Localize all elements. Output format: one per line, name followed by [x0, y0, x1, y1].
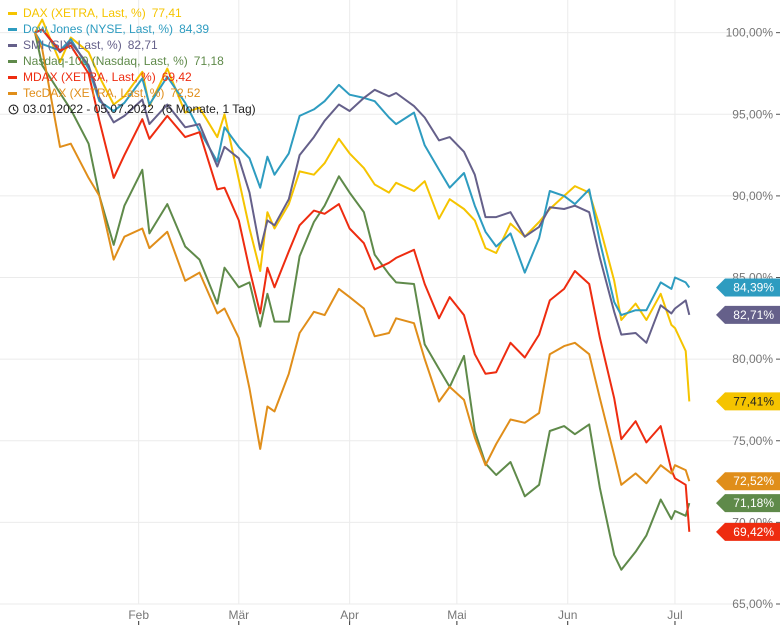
end-tag-label: 69,42% [733, 525, 774, 539]
end-tag-shape [716, 305, 780, 324]
legend-label: TecDAX (XETRA, Last, %) [23, 86, 165, 100]
end-tag-shape [716, 494, 780, 513]
legend-item-dow[interactable]: Dow Jones (NYSE, Last, %) 84,39 [8, 21, 256, 37]
legend-item-tecdax[interactable]: TecDAX (XETRA, Last, %) 72,52 [8, 85, 256, 101]
end-value-tags: 84,39% 82,71% 77,41% 72,52% 71,18% 69,42% [716, 278, 780, 541]
legend-swatch [8, 91, 17, 95]
x-axis: Feb Mär Apr Mai Jun Jul [128, 608, 683, 625]
y-tick-label: 90,00% [732, 189, 773, 203]
end-tag-label: 72,52% [733, 474, 774, 488]
end-tag-smi: 82,71% [716, 305, 780, 324]
end-tag-shape [716, 278, 780, 297]
legend-value: 72,52 [170, 86, 201, 100]
y-axis: 100,00%95,00%90,00%85,00%80,00%75,00%70,… [726, 26, 780, 611]
legend-swatch [8, 27, 17, 31]
legend-item-mdax[interactable]: MDAX (XETRA, Last, %) 69,42 [8, 69, 256, 85]
legend-swatch [8, 75, 17, 79]
end-tag-shape [716, 522, 780, 541]
x-tick-label: Mai [447, 608, 466, 622]
legend-label: SMI (SIX, Last, %) [23, 38, 122, 52]
chart-legend: DAX (XETRA, Last, %) 77,41 Dow Jones (NYSE… [8, 5, 256, 117]
chart-series-lines [34, 18, 691, 571]
y-tick-label: 95,00% [732, 107, 773, 121]
legend-swatch [8, 59, 17, 63]
end-tag-label: 71,18% [733, 496, 774, 510]
series-line-smi[interactable] [34, 28, 691, 344]
series-line-nasdaq-100[interactable] [34, 32, 691, 571]
y-tick-label: 65,00% [732, 597, 773, 611]
series-line-mdax[interactable] [34, 28, 691, 532]
legend-label: DAX (XETRA, Last, %) [23, 6, 146, 20]
legend-item-dax[interactable]: DAX (XETRA, Last, %) 77,41 [8, 5, 256, 21]
x-tick-label: Mär [228, 608, 249, 622]
legend-value: 77,41 [151, 6, 182, 20]
end-tag-label: 84,39% [733, 280, 774, 294]
legend-swatch [8, 11, 17, 15]
end-tag-mdax: 69,42% [716, 522, 780, 541]
end-tag-dow: 84,39% [716, 278, 780, 297]
end-tag-label: 82,71% [733, 308, 774, 322]
legend-label: Dow Jones (NYSE, Last, %) [23, 22, 174, 36]
y-tick-label: 80,00% [732, 352, 773, 366]
y-tick-label: 75,00% [732, 434, 773, 448]
end-tag-shape [716, 472, 780, 491]
end-tag-shape [716, 392, 780, 411]
y-tick-label: 100,00% [726, 26, 774, 40]
legend-value: 82,71 [127, 38, 158, 52]
chart-grid [0, 0, 772, 605]
clock-icon [8, 104, 19, 114]
legend-item-smi[interactable]: SMI (SIX, Last, %) 82,71 [8, 37, 256, 53]
legend-swatch [8, 43, 17, 47]
legend-label: MDAX (XETRA, Last, %) [23, 70, 156, 84]
period-duration: (6 Monate, 1 Tag) [161, 102, 256, 116]
x-tick-label: Feb [128, 608, 149, 622]
period-range: 03.01.2022 - 05.07.2022 [23, 102, 154, 116]
end-tag-tecdax: 72,52% [716, 472, 780, 491]
x-tick-label: Jul [667, 608, 682, 622]
series-line-tecdax[interactable] [34, 32, 691, 486]
x-tick-label: Apr [340, 608, 359, 622]
legend-value: 71,18 [193, 54, 224, 68]
legend-label: Nasdaq-100 (Nasdaq, Last, %) [23, 54, 188, 68]
x-tick-label: Jun [558, 608, 577, 622]
period-row: 03.01.2022 - 05.07.2022 (6 Monate, 1 Tag… [8, 101, 256, 117]
series-line-dax[interactable] [34, 18, 691, 402]
legend-value: 69,42 [161, 70, 192, 84]
end-tag-label: 77,41% [733, 394, 774, 408]
series-line-dow[interactable] [34, 32, 691, 317]
legend-value: 84,39 [179, 22, 210, 36]
legend-item-nasdaq-100[interactable]: Nasdaq-100 (Nasdaq, Last, %) 71,18 [8, 53, 256, 69]
end-tag-dax: 77,41% [716, 392, 780, 411]
end-tag-nasdaq-100: 71,18% [716, 494, 780, 513]
